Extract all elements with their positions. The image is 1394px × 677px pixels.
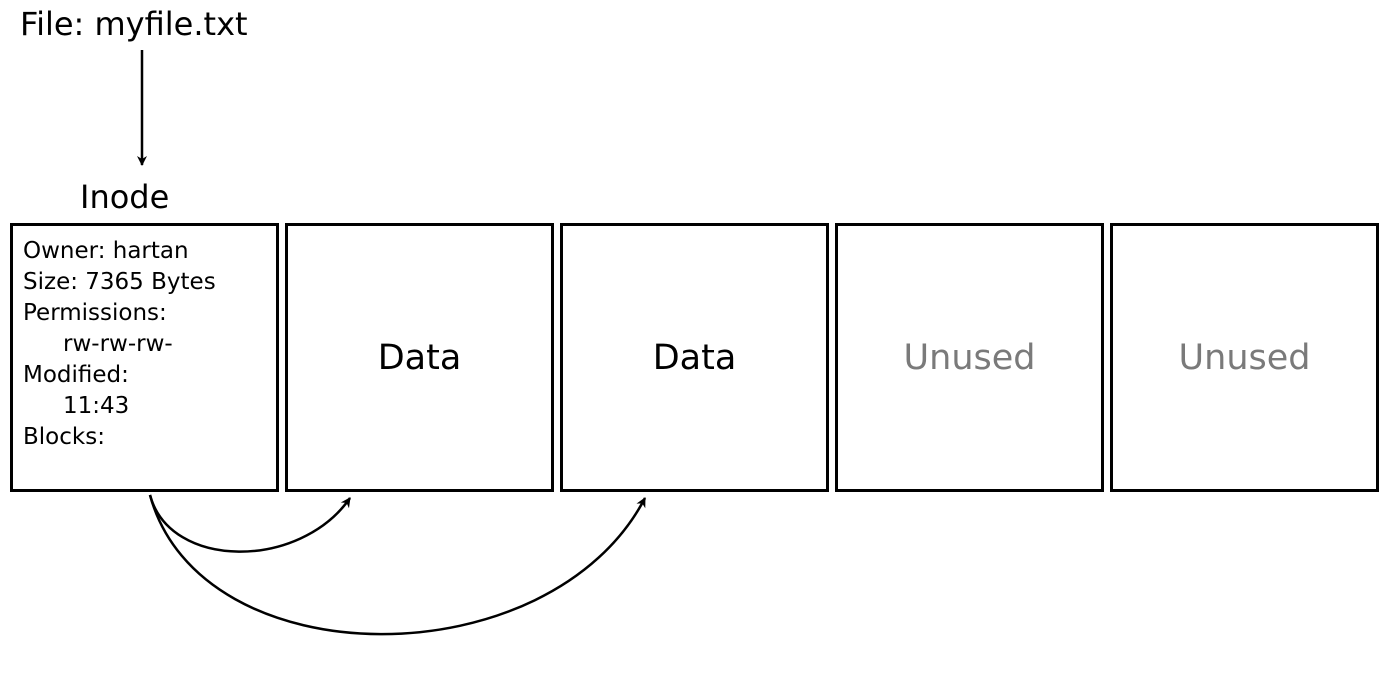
inode-owner-value: hartan — [113, 238, 189, 264]
inode-permissions-label: Permissions: — [23, 300, 167, 326]
inode-modified-label: Modified: — [23, 362, 129, 388]
unused-block-3: Unused — [835, 223, 1104, 492]
data-block-1-label: Data — [378, 338, 462, 378]
inode-permissions-value: rw-rw-rw- — [23, 329, 268, 360]
inode-blocks-label: Blocks: — [23, 424, 105, 450]
arrow-inode-to-block2 — [150, 495, 645, 634]
inode-metadata: Owner: hartan Size: 7365 Bytes Permissio… — [13, 226, 276, 489]
inode-owner-label: Owner: — [23, 238, 105, 264]
unused-block-4: Unused — [1110, 223, 1379, 492]
unused-block-4-label: Unused — [1179, 338, 1311, 378]
inode-size-label: Size: — [23, 269, 78, 295]
file-title: File: myfile.txt — [20, 5, 248, 43]
inode-heading: Inode — [80, 178, 169, 216]
file-label-prefix: File: — [20, 5, 84, 43]
file-name: myfile.txt — [95, 5, 248, 43]
inode-size-unit: Bytes — [151, 269, 216, 295]
data-block-1: Data — [285, 223, 554, 492]
data-block-2-label: Data — [653, 338, 737, 378]
inode-block: Owner: hartan Size: 7365 Bytes Permissio… — [10, 223, 279, 492]
arrow-inode-to-block1 — [150, 495, 350, 552]
inode-size-value: 7365 — [85, 269, 144, 295]
unused-block-3-label: Unused — [904, 338, 1036, 378]
blocks-row: Owner: hartan Size: 7365 Bytes Permissio… — [10, 223, 1379, 492]
inode-modified-value: 11:43 — [23, 391, 268, 422]
data-block-2: Data — [560, 223, 829, 492]
